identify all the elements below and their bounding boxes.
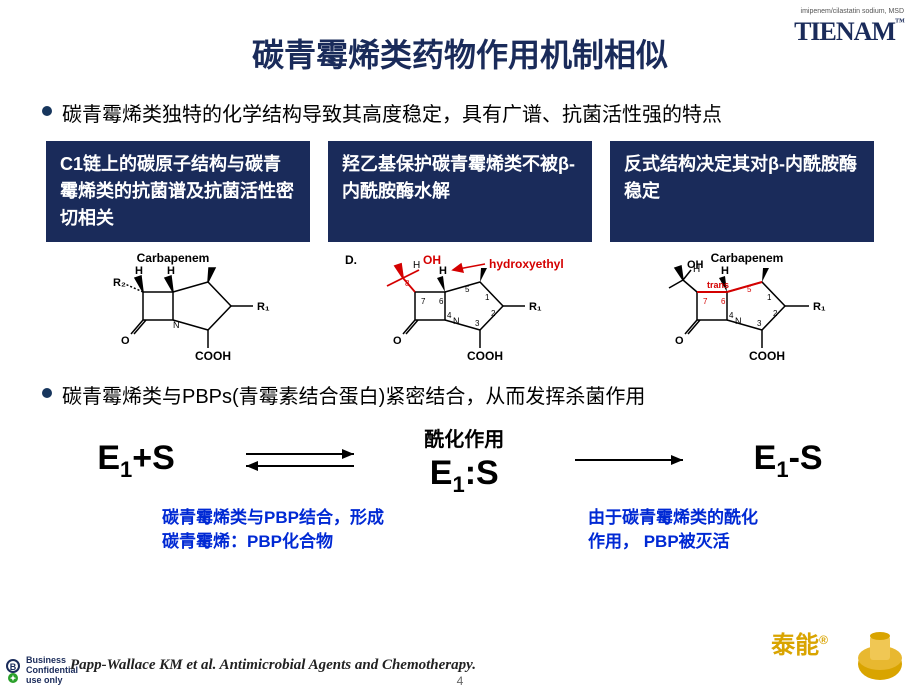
page-number: 4	[457, 674, 464, 688]
info-boxes-row: C1链上的碳原子结构与碳青霉烯类的抗菌谱及抗菌活性密切相关 羟乙基保护碳青霉烯类…	[30, 141, 890, 242]
chemical-structures-row: Carbapenem H H R₂ R₁	[30, 250, 890, 370]
svg-text:1: 1	[485, 293, 490, 302]
info-box-3: 反式结构决定其对β-内酰胺酶稳定	[610, 141, 874, 242]
bullet-1: 碳青霉烯类独特的化学结构导致其高度稳定，具有广谱、抗菌活性强的特点	[30, 98, 890, 127]
svg-text:H: H	[721, 265, 729, 277]
svg-text:N: N	[735, 316, 742, 326]
structure-3: Carbapenem O H	[610, 250, 874, 370]
citation-text: Papp-Wallace KM et al. Antimicrobial Age…	[70, 657, 476, 674]
svg-text:✦: ✦	[10, 674, 17, 683]
svg-text:6: 6	[721, 297, 726, 306]
bullet-2: 碳青霉烯类与PBPs(青霉素结合蛋白)紧密结合，从而发挥杀菌作用	[30, 380, 890, 409]
equilibrium-arrows-icon	[230, 440, 370, 480]
caption-1: 碳青霉烯类与PBP结合，形成 碳青霉烯：PBP化合物	[162, 506, 384, 554]
svg-text:N: N	[173, 320, 180, 330]
brand-subtitle: imipenem/cilastatin sodium, MSD	[801, 8, 904, 15]
svg-text:7: 7	[703, 297, 708, 306]
slide-footer: B✦ Business Confidential use only Papp-W…	[0, 640, 920, 690]
svg-text:H: H	[693, 264, 700, 275]
svg-text:2: 2	[491, 309, 496, 318]
svg-text:COOH: COOH	[467, 349, 503, 363]
svg-text:N: N	[453, 316, 460, 326]
svg-text:H: H	[413, 260, 420, 271]
info-box-2: 羟乙基保护碳青霉烯类不被β-内酰胺酶水解	[328, 141, 592, 242]
structure-1: Carbapenem H H R₂ R₁	[46, 250, 310, 370]
svg-text:H: H	[167, 265, 175, 277]
slide-title: 碳青霉烯类药物作用机制相似	[30, 30, 890, 76]
bullet-dot-icon	[42, 388, 52, 398]
svg-text:O: O	[675, 335, 684, 347]
svg-text:R₂: R₂	[113, 277, 126, 289]
svg-text:4: 4	[447, 311, 452, 320]
bullet-1-text: 碳青霉烯类独特的化学结构导致其高度稳定，具有广谱、抗菌活性强的特点	[62, 98, 722, 127]
svg-text:5: 5	[747, 285, 752, 294]
svg-text:COOH: COOH	[749, 349, 785, 363]
svg-text:D.: D.	[345, 253, 357, 267]
brand-name: TIENAM™	[794, 17, 904, 47]
brand-logo: imipenem/cilastatin sodium, MSD TIENAM™	[794, 8, 904, 47]
info-box-1: C1链上的碳原子结构与碳青霉烯类的抗菌谱及抗菌活性密切相关	[46, 141, 310, 242]
svg-text:8: 8	[405, 279, 410, 288]
svg-text:3: 3	[757, 319, 762, 328]
bullet-dot-icon	[42, 106, 52, 116]
svg-text:trans: trans	[707, 280, 729, 290]
eq-top-label: 酰化作用	[424, 423, 504, 452]
svg-text:hydroxyethyl: hydroxyethyl	[489, 257, 564, 271]
eq-term-1: E1+S	[97, 439, 174, 483]
svg-text:H: H	[135, 265, 143, 277]
svg-text:O: O	[393, 335, 402, 347]
svg-text:H: H	[439, 265, 447, 277]
arrow-right-icon	[559, 440, 699, 480]
eq-term-2: E1:S	[430, 454, 499, 498]
product-brand: 泰能®	[771, 625, 828, 660]
svg-text:6: 6	[439, 297, 444, 306]
structure-2: D. O H hydroxyethyl	[328, 250, 592, 370]
eq-term-3: E1-S	[754, 439, 823, 483]
svg-text:R₁: R₁	[529, 301, 542, 313]
svg-text:Carbapenem: Carbapenem	[711, 251, 784, 265]
confidential-badge: B✦ Business Confidential use only	[4, 656, 78, 686]
svg-text:2: 2	[773, 309, 778, 318]
svg-text:Carbapenem: Carbapenem	[137, 251, 210, 265]
svg-text:3: 3	[475, 319, 480, 328]
svg-text:1: 1	[767, 293, 772, 302]
svg-text:B: B	[10, 662, 17, 672]
svg-text:7: 7	[421, 297, 426, 306]
svg-text:R₁: R₁	[257, 301, 270, 313]
caption-2: 由于碳青霉烯类的酰化 作用， PBP被灭活	[588, 506, 758, 554]
svg-text:R₁: R₁	[813, 301, 826, 313]
pill-bottle-icon	[830, 614, 910, 684]
bullet-2-text: 碳青霉烯类与PBPs(青霉素结合蛋白)紧密结合，从而发挥杀菌作用	[62, 380, 645, 409]
equation-row: E1+S 酰化作用 E1:S E1-S	[30, 423, 890, 498]
equation-captions: 碳青霉烯类与PBP结合，形成 碳青霉烯：PBP化合物 由于碳青霉烯类的酰化 作用…	[30, 506, 890, 554]
svg-text:4: 4	[729, 311, 734, 320]
svg-text:COOH: COOH	[195, 349, 231, 363]
svg-text:5: 5	[465, 285, 470, 294]
svg-text:O: O	[121, 335, 130, 347]
